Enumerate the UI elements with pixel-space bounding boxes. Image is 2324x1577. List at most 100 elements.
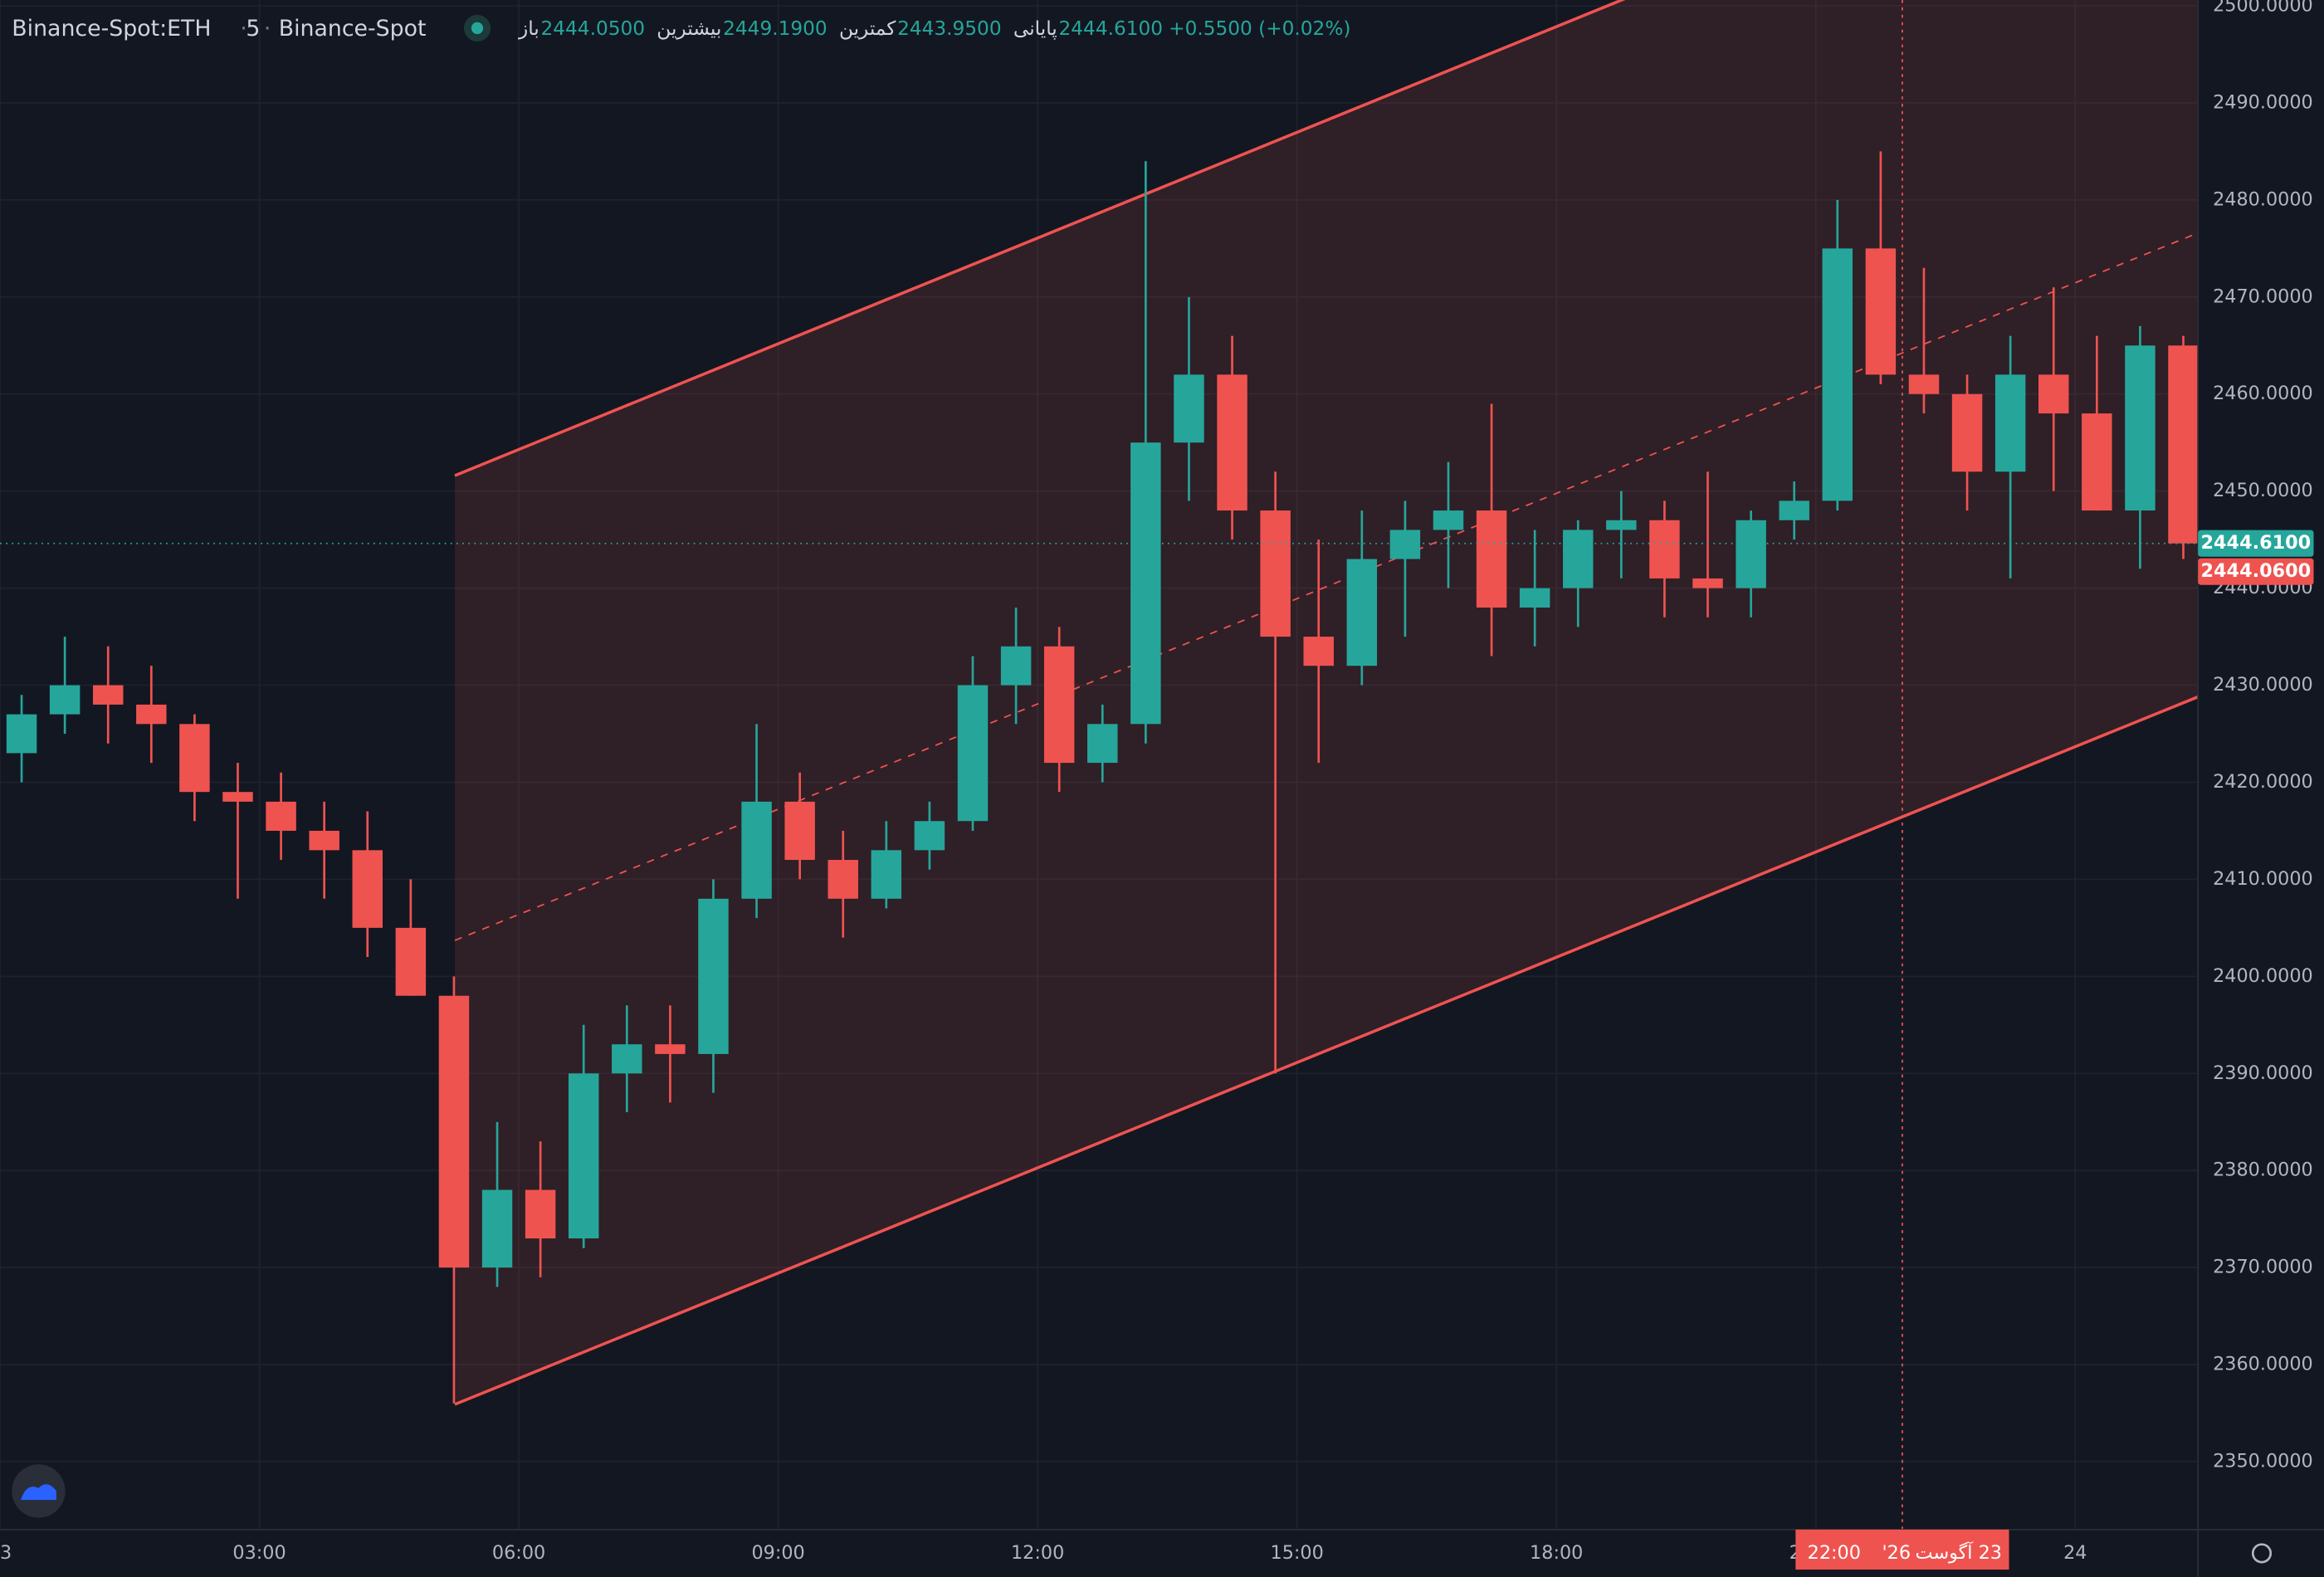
candle-body (1779, 500, 1809, 520)
candle-body (1260, 510, 1291, 637)
y-tick-label: 2410.0000 (2213, 868, 2313, 890)
x-tick-label: 03:00 (232, 1542, 286, 1564)
y-tick-label: 2360.0000 (2213, 1354, 2313, 1375)
exchange: Binance-Spot (279, 16, 427, 42)
candle-body (136, 704, 167, 725)
channel-fill (454, 0, 2199, 1405)
y-tick-label: 2480.0000 (2213, 188, 2313, 210)
candle-body (698, 898, 729, 1054)
y-tick-label: 2400.0000 (2213, 965, 2313, 987)
y-tick-label: 2430.0000 (2213, 674, 2313, 696)
candle-body (222, 792, 253, 802)
ohlc-value: 2443.9500 (897, 17, 1001, 40)
crosshair-label: 26' (1882, 1542, 1911, 1564)
candle-body (395, 927, 427, 996)
candle-body (655, 1044, 686, 1054)
candle-body (1649, 520, 1680, 579)
candle-body (92, 685, 124, 705)
ohlc-label: کمترین (839, 17, 896, 40)
candle-body (2038, 374, 2069, 414)
candle-body (2168, 345, 2199, 544)
separator: · (240, 16, 247, 42)
x-tick-label: 3 (0, 1542, 12, 1564)
crosshair-label-box (1795, 1529, 2009, 1570)
candle-body (2125, 345, 2156, 511)
header: Binance-Spot:ETH · 5 · Binance-Spot باز 2… (12, 14, 1350, 42)
status-dot (471, 22, 484, 35)
candle-body (1130, 442, 1161, 725)
ohlc-label: پایانی (1013, 17, 1057, 40)
y-tick-label: 2450.0000 (2213, 480, 2313, 501)
separator: · (264, 16, 271, 42)
channel-upper (454, 0, 1626, 477)
price-tag-label: 2444.6100 (2201, 532, 2312, 554)
candle-body (1000, 646, 1032, 686)
y-tick-label: 2500.0000 (2213, 0, 2313, 17)
ohlc-value: 2444.6100 (1059, 17, 1163, 40)
crosshair-label: 22:00 (1808, 1542, 1861, 1564)
candle-body (525, 1189, 556, 1239)
candle-body (1736, 520, 1766, 588)
candle-body (1563, 530, 1594, 588)
price-tag (2198, 558, 2314, 585)
candle-body (612, 1044, 642, 1074)
candle-body (741, 801, 772, 899)
interval: 5 (246, 16, 260, 42)
x-tick-label: 18:00 (1530, 1542, 1583, 1564)
settings-icon[interactable] (2251, 1543, 2273, 1564)
candle-body (352, 850, 383, 928)
candle-body (1303, 637, 1334, 666)
candle-body (871, 850, 902, 899)
candle-body (1865, 248, 1897, 375)
candle-body (1433, 510, 1464, 530)
candle-body (1908, 374, 1940, 394)
price-tag (2198, 530, 2314, 557)
settings[interactable] (2251, 1543, 2273, 1564)
price-tag-label: 2444.0600 (2201, 560, 2312, 582)
candle-body (179, 724, 210, 793)
candle-body (914, 821, 945, 851)
logo[interactable] (12, 1464, 66, 1518)
symbol: Binance-Spot:ETH (12, 16, 211, 42)
candle-body (481, 1189, 513, 1268)
y-tick-label: 2490.0000 (2213, 91, 2313, 113)
candle-body (266, 801, 296, 831)
candle-body (1043, 646, 1075, 764)
x-tick-label: 09:00 (751, 1542, 804, 1564)
logo-icon[interactable] (21, 1484, 56, 1501)
x-tick-label: 24 (2063, 1542, 2087, 1564)
x-tick-label: 12:00 (1011, 1542, 1064, 1564)
ohlc-value: 2444.0500 (541, 17, 645, 40)
x-tick-label: 06:00 (492, 1542, 545, 1564)
y-tick-label: 2370.0000 (2213, 1257, 2313, 1278)
candle-body (828, 860, 858, 899)
ohlc-value: 2449.1900 (723, 17, 827, 40)
candle-body (1174, 374, 1204, 443)
candle-body (784, 801, 815, 861)
candle-body (1822, 248, 1853, 501)
candle-body (309, 830, 339, 851)
candle-body (1476, 510, 1507, 608)
candle-body (957, 685, 989, 822)
y-tick-label: 2390.0000 (2213, 1062, 2313, 1084)
crosshair-label: 23 آگوست (1916, 1540, 2002, 1564)
candle-body (1951, 393, 1983, 472)
candle-body (1346, 559, 1378, 666)
candle-body (1519, 588, 1550, 608)
candle-body (438, 995, 470, 1268)
candle-body (1606, 520, 1637, 530)
x-tick-label: 15:00 (1271, 1542, 1324, 1564)
change: +0.5500 (+0.02%) (1169, 17, 1350, 40)
channel-lower (454, 695, 2199, 1406)
y-tick-label: 2350.0000 (2213, 1451, 2313, 1472)
y-tick-label: 2470.0000 (2213, 286, 2313, 307)
y-tick-label: 2420.0000 (2213, 771, 2313, 793)
y-tick-label: 2380.0000 (2213, 1160, 2313, 1181)
ohlc-label: بیشترین (657, 17, 721, 40)
ohlc-label: باز (518, 17, 540, 40)
candle-body (2082, 413, 2112, 511)
candle-body (49, 685, 81, 715)
